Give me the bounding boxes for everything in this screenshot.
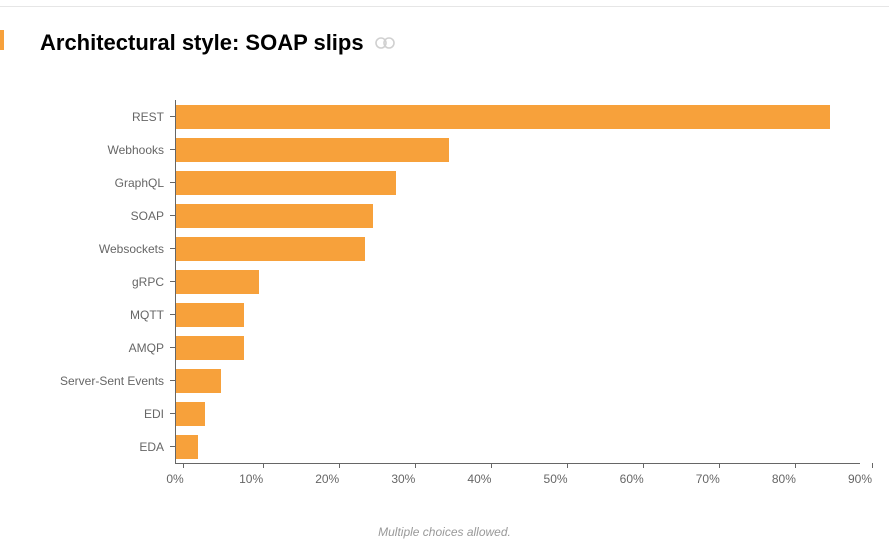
bar — [175, 171, 396, 195]
chart-row: Server-Sent Events — [60, 364, 860, 397]
bar — [175, 303, 244, 327]
link-icon[interactable] — [374, 35, 396, 51]
x-axis-ticks: 0%10%20%30%40%50%60%70%80%90% — [175, 463, 860, 493]
chart-row: MQTT — [60, 298, 860, 331]
bar — [175, 138, 449, 162]
x-tick-mark — [719, 463, 720, 468]
y-axis-label: Webhooks — [60, 143, 170, 157]
x-tick: 60% — [632, 463, 656, 486]
bar — [175, 237, 365, 261]
x-tick: 90% — [860, 463, 884, 486]
x-tick-label: 30% — [391, 472, 415, 486]
y-axis-label: Server-Sent Events — [60, 374, 170, 388]
bar — [175, 336, 244, 360]
x-tick-mark — [872, 463, 873, 468]
bar-track — [175, 105, 860, 129]
y-axis-label: REST — [60, 110, 170, 124]
x-tick: 0% — [175, 463, 192, 486]
chart-footnote: Multiple choices allowed. — [0, 525, 889, 539]
bar — [175, 105, 830, 129]
accent-bar — [0, 30, 4, 50]
bar-track — [175, 171, 860, 195]
chart-title: Architectural style: SOAP slips — [40, 30, 364, 56]
y-axis-label: MQTT — [60, 308, 170, 322]
y-axis-label: AMQP — [60, 341, 170, 355]
chart-row: gRPC — [60, 265, 860, 298]
x-tick-label: 10% — [239, 472, 263, 486]
bar-track — [175, 270, 860, 294]
bar — [175, 435, 198, 459]
y-axis-label: SOAP — [60, 209, 170, 223]
y-axis-label: EDA — [60, 440, 170, 454]
x-tick-mark — [643, 463, 644, 468]
x-tick-label: 40% — [467, 472, 491, 486]
x-tick-mark — [263, 463, 264, 468]
x-tick: 50% — [556, 463, 580, 486]
chart-row: AMQP — [60, 331, 860, 364]
x-tick-mark — [491, 463, 492, 468]
x-tick-label: 0% — [166, 472, 183, 486]
x-tick-label: 70% — [696, 472, 720, 486]
chart-row: EDA — [60, 430, 860, 463]
x-tick-mark — [415, 463, 416, 468]
y-axis-label: GraphQL — [60, 176, 170, 190]
x-tick-label: 90% — [848, 472, 872, 486]
x-tick-mark — [795, 463, 796, 468]
bar-track — [175, 336, 860, 360]
y-axis-label: Websockets — [60, 242, 170, 256]
bar-track — [175, 237, 860, 261]
x-tick-label: 50% — [544, 472, 568, 486]
chart-row: Webhooks — [60, 133, 860, 166]
title-row: Architectural style: SOAP slips — [40, 30, 396, 56]
x-tick: 70% — [708, 463, 732, 486]
x-tick-mark — [339, 463, 340, 468]
bar-track — [175, 138, 860, 162]
y-axis-label: EDI — [60, 407, 170, 421]
bar-track — [175, 204, 860, 228]
bar-track — [175, 369, 860, 393]
bar — [175, 369, 221, 393]
chart-row: EDI — [60, 397, 860, 430]
x-tick-mark — [183, 463, 184, 468]
bar — [175, 402, 205, 426]
x-tick: 20% — [327, 463, 351, 486]
x-tick-label: 20% — [315, 472, 339, 486]
x-tick-mark — [567, 463, 568, 468]
bars-container: REST Webhooks GraphQL SOAP Websockets gRPC MQT… — [60, 100, 860, 463]
y-axis-line — [175, 100, 176, 463]
x-tick-label: 60% — [620, 472, 644, 486]
bar-track — [175, 402, 860, 426]
bar-track — [175, 435, 860, 459]
x-tick: 80% — [784, 463, 808, 486]
bar-track — [175, 303, 860, 327]
bar — [175, 270, 259, 294]
bar — [175, 204, 373, 228]
x-tick: 10% — [251, 463, 275, 486]
x-tick-label: 80% — [772, 472, 796, 486]
chart-row: GraphQL — [60, 166, 860, 199]
chart-row: SOAP — [60, 199, 860, 232]
chart-row: Websockets — [60, 232, 860, 265]
x-tick: 30% — [403, 463, 427, 486]
top-divider — [0, 6, 889, 7]
bar-chart: REST Webhooks GraphQL SOAP Websockets gRPC MQT… — [60, 100, 860, 500]
y-axis-label: gRPC — [60, 275, 170, 289]
chart-row: REST — [60, 100, 860, 133]
x-tick: 40% — [479, 463, 503, 486]
